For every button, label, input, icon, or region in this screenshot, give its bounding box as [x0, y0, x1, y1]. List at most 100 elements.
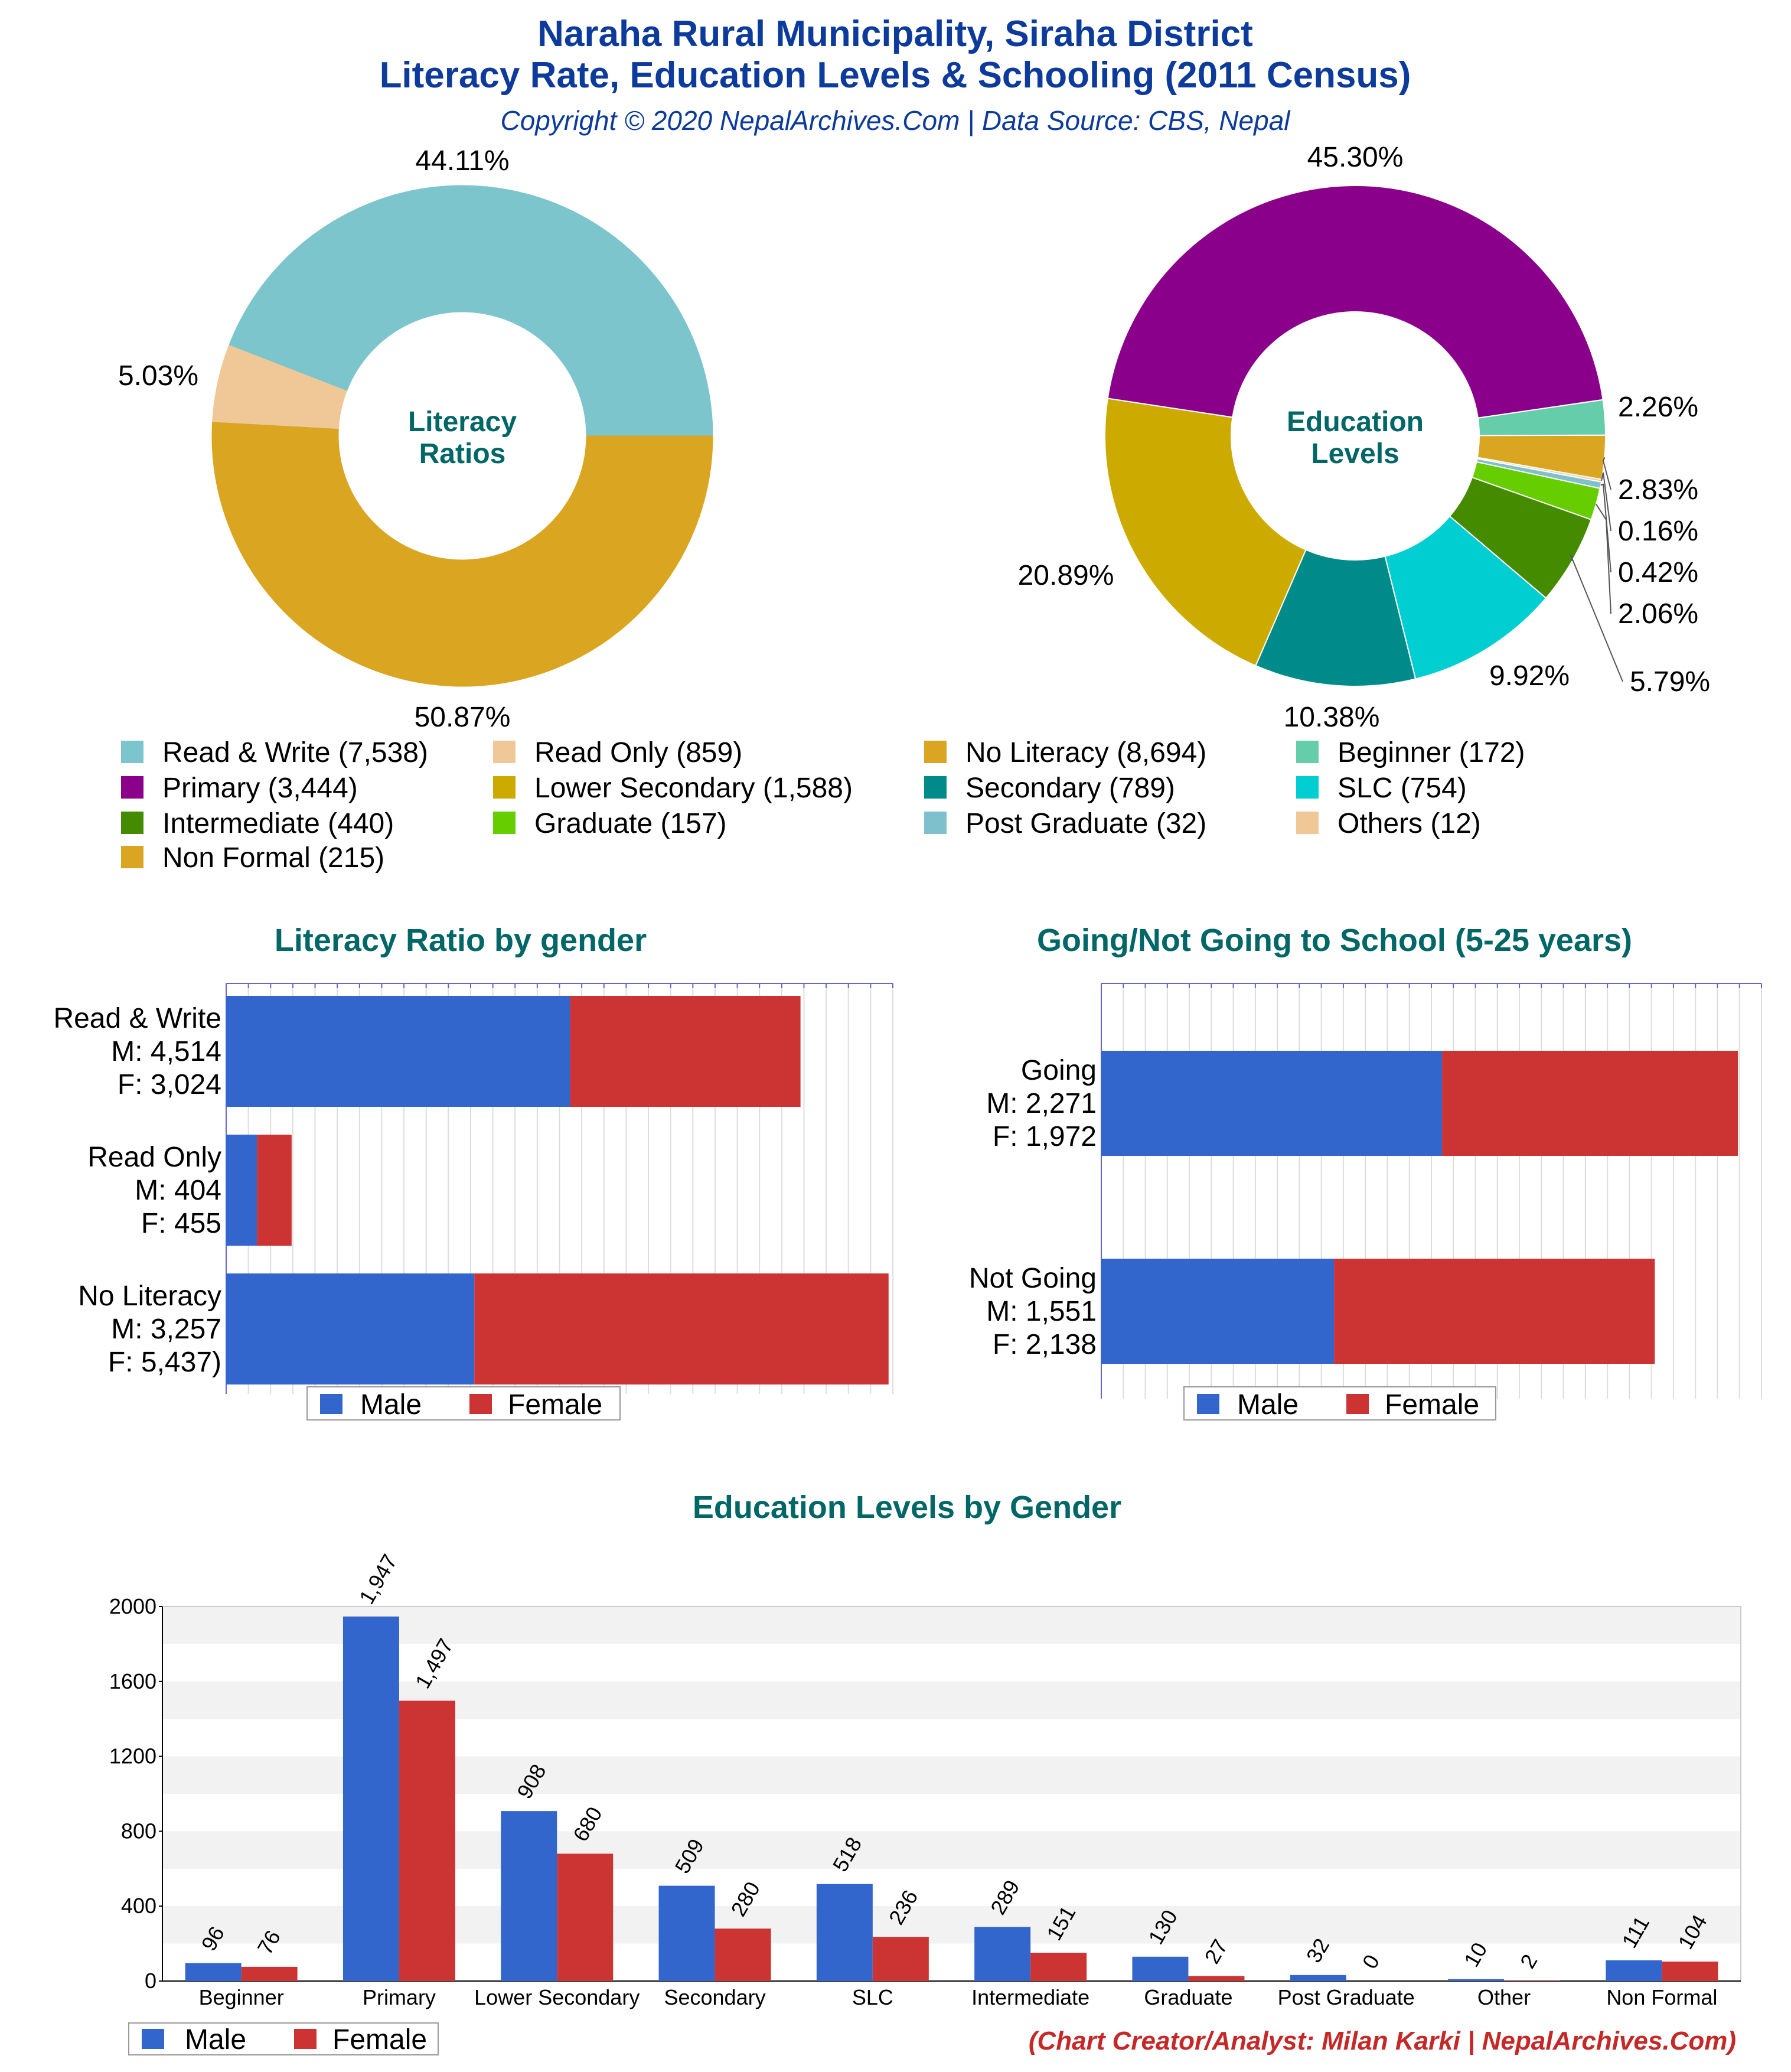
- bar-male: [1101, 1259, 1335, 1364]
- pct-label-others: 0.16%: [1618, 516, 1698, 547]
- legend-swatch: [924, 776, 947, 799]
- bar-female: [241, 1966, 298, 1981]
- y-tick-label: 0: [145, 1969, 156, 1993]
- pct-label-read-write: 44.11%: [415, 145, 509, 177]
- x-tick-label: Primary: [363, 1985, 436, 2009]
- legend-swatch-male: [320, 1394, 342, 1414]
- bar-female: [1442, 1051, 1738, 1156]
- legend-label: Graduate (157): [534, 808, 727, 839]
- legend-label: Post Graduate (32): [965, 808, 1206, 839]
- value-label: 2: [1515, 1950, 1542, 1973]
- bar-male: [226, 1135, 257, 1246]
- bar-male: [226, 1273, 475, 1384]
- category-label: Read & Write: [53, 1003, 221, 1034]
- category-label: No Literacy: [78, 1281, 221, 1312]
- legend-box: [306, 1386, 621, 1421]
- value-label: 1,947: [354, 1550, 402, 1608]
- bar-female: [872, 1937, 929, 1981]
- pct-label-graduate: 2.06%: [1618, 598, 1698, 630]
- school-going-title: Going/Not Going to School (5-25 years): [1037, 923, 1632, 958]
- bar-female: [1662, 1962, 1718, 1981]
- category-label: M: 2,271: [986, 1088, 1097, 1119]
- x-tick-label: Graduate: [1144, 1985, 1232, 2009]
- legend-female: Female: [332, 2024, 427, 2055]
- slice-no-literacy: [211, 422, 713, 687]
- y-tick-label: 1200: [109, 1744, 156, 1768]
- y-tick-label: 1600: [109, 1669, 156, 1693]
- leader-line: [1570, 555, 1623, 682]
- category-label: M: 3,257: [111, 1314, 221, 1345]
- donut-center-label: Literacy: [408, 406, 517, 438]
- x-tick-label: Post Graduate: [1278, 1985, 1415, 2009]
- legend-swatch: [121, 741, 143, 763]
- pct-label-slc: 9.92%: [1489, 660, 1570, 692]
- slice-read-write: [229, 185, 713, 436]
- bar-male: [816, 1884, 873, 1981]
- donut-center-label: Education: [1287, 406, 1424, 438]
- leader-line: [1602, 457, 1611, 490]
- legend-label: Beginner (172): [1337, 737, 1525, 768]
- legend-swatch: [121, 776, 143, 799]
- category-label: M: 404: [135, 1175, 221, 1206]
- legend-label: Others (12): [1337, 808, 1481, 839]
- legend-swatch: [493, 741, 516, 763]
- bar-female: [715, 1928, 771, 1981]
- category-label: F: 2,138: [993, 1329, 1097, 1360]
- legend-swatch: [1296, 812, 1319, 834]
- bar-female: [557, 1853, 614, 1981]
- legend-swatch-male: [142, 2029, 164, 2049]
- legend-label: Intermediate (440): [162, 808, 394, 839]
- pct-label-secondary: 10.38%: [1284, 702, 1380, 733]
- leader-line: [1601, 472, 1611, 532]
- donut-center-label: Levels: [1311, 438, 1399, 470]
- slice-secondary: [1255, 549, 1417, 687]
- leader-line: [1596, 504, 1611, 614]
- legend-swatch: [121, 812, 143, 834]
- legend-swatch-female: [1346, 1394, 1369, 1414]
- education-levels-donut: 2.26% 2.83% 0.16% 0.42% 2.06% 5.79% 9.92% 10.38…: [1018, 142, 1711, 733]
- x-tick-label: Other: [1477, 1985, 1531, 2009]
- bar-male: [185, 1963, 242, 1981]
- x-tick-label: Secondary: [664, 1985, 765, 2009]
- bar-female: [257, 1135, 292, 1246]
- legend-label: No Literacy (8,694): [965, 737, 1206, 768]
- category-label: F: 455: [141, 1208, 221, 1239]
- category-label: M: 1,551: [986, 1296, 1097, 1327]
- bar-female: [1030, 1953, 1087, 1981]
- pct-label-beginner: 2.26%: [1618, 392, 1698, 423]
- copyright-line: Copyright © 2020 NepalArchives.Com | Dat…: [500, 105, 1291, 136]
- bar-male: [1606, 1960, 1662, 1981]
- legend-swatch: [493, 776, 516, 799]
- slice-slc: [1384, 515, 1547, 680]
- x-tick-label: Beginner: [199, 1985, 284, 2009]
- legend-label: Secondary (789): [965, 773, 1175, 804]
- x-tick-label: SLC: [852, 1985, 893, 2009]
- bar-male: [974, 1927, 1031, 1981]
- bar-female: [1188, 1976, 1245, 1981]
- bar-female: [474, 1273, 889, 1384]
- category-label: F: 5,437): [108, 1347, 221, 1378]
- legend-label: Lower Secondary (1,588): [534, 773, 853, 804]
- bar-female: [1504, 1980, 1561, 1981]
- pct-label-non-formal: 2.83%: [1618, 474, 1698, 506]
- bar-male: [658, 1885, 715, 1981]
- legend-swatch-female: [294, 2029, 317, 2049]
- bar-male: [342, 1616, 399, 1981]
- bar-male: [1101, 1051, 1443, 1156]
- legend-swatch: [121, 846, 143, 868]
- pct-label-read-only: 5.03%: [118, 360, 198, 392]
- category-label: F: 1,972: [993, 1121, 1097, 1152]
- legend-label: Primary (3,444): [162, 773, 358, 804]
- pct-label-intermediate: 5.79%: [1630, 666, 1710, 698]
- education-gender-title: Education Levels by Gender: [693, 1490, 1121, 1525]
- legend-box: [1183, 1386, 1496, 1421]
- category-label: F: 3,024: [118, 1069, 221, 1100]
- legend-female: Female: [508, 1389, 602, 1421]
- x-tick-label: Non Formal: [1606, 1985, 1717, 2009]
- slice-primary: [1107, 185, 1604, 419]
- donut-center-label: Ratios: [419, 438, 506, 470]
- bar-male: [1132, 1956, 1189, 1981]
